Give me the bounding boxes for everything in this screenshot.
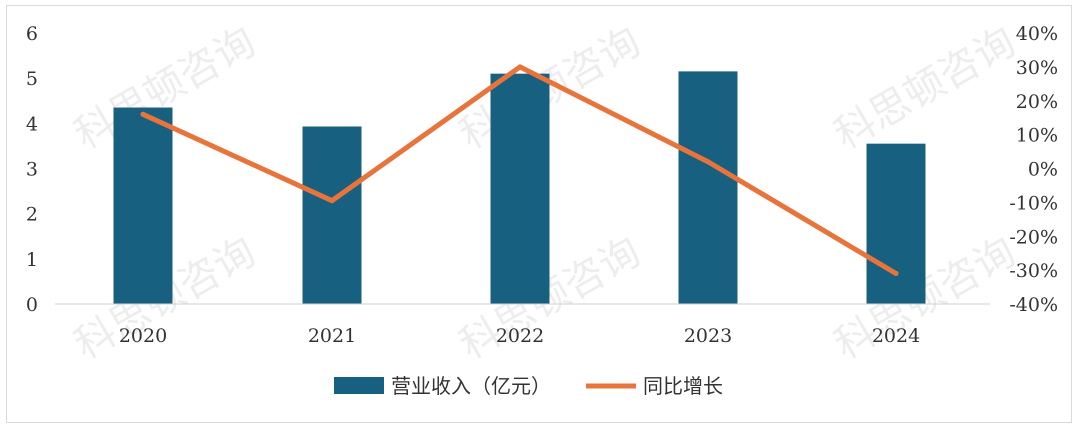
left-tick-label: 0 bbox=[26, 294, 38, 316]
watermark-text: 科思顿咨询 bbox=[452, 19, 648, 159]
bar-2024 bbox=[866, 143, 926, 304]
growth-point-2021 bbox=[329, 198, 335, 204]
right-tick-label: 40% bbox=[1016, 23, 1058, 45]
bar-series bbox=[113, 71, 926, 305]
right-tick-label: 30% bbox=[1016, 57, 1058, 79]
x-tick-label: 2020 bbox=[119, 325, 167, 347]
right-axis-ticks: -40% -30% -20% -10% 0% 10% 20% 30% 40% bbox=[1009, 23, 1058, 316]
left-tick-label: 2 bbox=[26, 204, 38, 226]
legend-bar-label: 营业收入（亿元） bbox=[391, 374, 551, 398]
x-axis-ticks: 2020 2021 2022 2023 2024 bbox=[119, 325, 920, 347]
right-tick-label: 10% bbox=[1016, 125, 1058, 147]
left-axis-ticks: 0 1 2 3 4 5 6 bbox=[26, 23, 38, 316]
line-series bbox=[140, 64, 899, 277]
growth-point-2022 bbox=[517, 64, 523, 70]
bar-2021 bbox=[302, 126, 362, 305]
x-tick-label: 2023 bbox=[684, 325, 732, 347]
legend: 营业收入（亿元） 同比增长 bbox=[334, 374, 723, 398]
watermark-text: 科思顿咨询 bbox=[827, 19, 1023, 159]
left-tick-label: 3 bbox=[26, 159, 38, 181]
right-tick-label: -20% bbox=[1009, 226, 1058, 248]
right-tick-label: -30% bbox=[1009, 260, 1058, 282]
x-tick-label: 2021 bbox=[308, 325, 356, 347]
growth-point-2023 bbox=[705, 159, 711, 165]
x-tick-label: 2024 bbox=[872, 325, 920, 347]
right-tick-label: -40% bbox=[1009, 294, 1058, 316]
x-tick-label: 2022 bbox=[496, 325, 544, 347]
bar-2022 bbox=[490, 73, 550, 305]
growth-point-2024 bbox=[893, 271, 899, 277]
left-tick-label: 5 bbox=[26, 68, 38, 90]
left-tick-label: 6 bbox=[26, 23, 38, 45]
bar-2023 bbox=[678, 71, 738, 305]
right-tick-label: -10% bbox=[1009, 192, 1058, 214]
legend-bar-swatch bbox=[334, 377, 384, 394]
right-tick-label: 20% bbox=[1016, 91, 1058, 113]
growth-point-2020 bbox=[140, 111, 146, 117]
watermark-text: 科思顿咨询 bbox=[452, 229, 648, 369]
bar-2020 bbox=[113, 107, 173, 305]
right-tick-label: 0% bbox=[1028, 159, 1058, 181]
legend-line-label: 同比增长 bbox=[643, 374, 723, 398]
chart-frame bbox=[6, 5, 1072, 423]
left-tick-label: 4 bbox=[26, 113, 38, 135]
left-tick-label: 1 bbox=[26, 249, 38, 271]
